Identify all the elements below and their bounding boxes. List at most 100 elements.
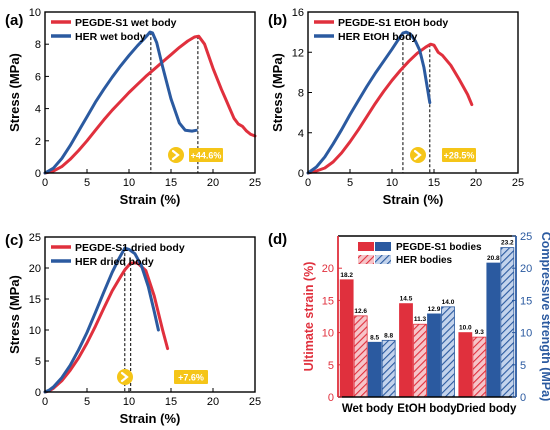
- y-tick-label: 8: [298, 88, 304, 100]
- x-tick-label: 0: [42, 396, 48, 408]
- bar-strength-her: [500, 247, 515, 398]
- bar-strength-pegde-s1: [486, 262, 501, 398]
- x-axis-label: Strain (%): [120, 192, 181, 207]
- panel-label: (d): [268, 231, 287, 248]
- x-tick-label: 25: [249, 177, 261, 189]
- x-tick-label: 20: [207, 396, 219, 408]
- y-tick-label: 10: [29, 325, 41, 337]
- improvement-badge: [442, 148, 476, 162]
- improvement-label: +44.6%: [191, 151, 222, 161]
- plot-frame: [44, 11, 256, 174]
- y-tick-label: 5: [328, 360, 334, 372]
- y-tick-label: 5: [35, 356, 41, 368]
- y-tick-label: 16: [292, 7, 304, 19]
- bar-strength-her: [381, 339, 396, 398]
- x-tick-label: 20: [207, 177, 219, 189]
- x-tick-label: 10: [123, 396, 135, 408]
- panel-label: (a): [5, 12, 23, 29]
- curve-red: [43, 261, 170, 394]
- bar-value-label: 23.2: [501, 240, 514, 247]
- improvement-label: +28.5%: [444, 151, 475, 161]
- bar-value-label: 18.2: [340, 272, 353, 279]
- y-tick-label: 20: [322, 263, 334, 275]
- y2-tick-label: 10: [520, 328, 532, 340]
- bar-strain-pegde-s1: [458, 332, 473, 398]
- legend-swatch-red-solid: [358, 242, 374, 251]
- legend-label: PEGDE-S1 EtOH body: [338, 17, 448, 29]
- category-label: Dried body: [456, 403, 517, 415]
- bar-value-label: 10.0: [459, 325, 472, 332]
- y2-tick-label: 20: [520, 263, 532, 275]
- y-tick-label: 12: [292, 47, 304, 59]
- legend-label: HER dried body: [75, 256, 154, 268]
- panel-a: 0 5 10 15 20 25 0 2 4 6 8 10 Strain (%) Stress (MPa) (…: [5, 7, 261, 207]
- bar-value-label: 14.5: [400, 296, 413, 303]
- bar-value-label: 9.3: [475, 329, 484, 336]
- arrow-badge-icon: [117, 369, 133, 385]
- bar-value-label: 12.9: [428, 306, 441, 313]
- panel-d: 18.2 12.6 8.5 8.8 Wet body 14.5 11.312.914.0 Et…: [268, 231, 550, 415]
- bar-value-label: 11.3: [414, 316, 427, 323]
- legend-label: HER bodies: [396, 255, 453, 266]
- bar-strain-pegde-s1: [399, 303, 413, 398]
- y-axis-label: Stress (MPa): [7, 53, 22, 132]
- curve-blue: [43, 246, 160, 394]
- y2-tick-label: 5: [520, 360, 526, 372]
- arrow-chevron-icon: [120, 371, 129, 383]
- y-axis-label: Ultimate strain (%): [302, 262, 316, 372]
- legend-label: PEGDE-S1 dried body: [75, 242, 185, 254]
- y-tick-label: 4: [35, 104, 41, 116]
- bar-value-label: 8.8: [384, 332, 393, 339]
- x-tick-label: 0: [305, 177, 311, 189]
- y-tick-label: 25: [29, 232, 41, 244]
- y-tick-label: 2: [35, 136, 41, 148]
- legend-swatch-red-hatched: [358, 255, 374, 264]
- legend-swatch-blue-hatched: [375, 255, 391, 264]
- bar-strain-pegde-s1: [339, 279, 354, 398]
- y2-tick-label: 0: [520, 392, 526, 404]
- y-tick-label: 0: [298, 168, 304, 180]
- legend-swatch-blue-solid: [375, 242, 391, 251]
- x-tick-label: 5: [84, 177, 90, 189]
- x-axis-label: Strain (%): [120, 411, 181, 426]
- y-tick-label: 15: [322, 295, 334, 307]
- bar-value-label: 8.5: [370, 334, 379, 341]
- x-tick-label: 5: [84, 396, 90, 408]
- arrow-badge-icon: [410, 147, 426, 163]
- legend-label: HER wet body: [75, 31, 146, 43]
- bar-strength-pegde-s1: [427, 313, 441, 398]
- bar-value-label: 14.0: [442, 299, 455, 306]
- x-tick-label: 10: [123, 177, 135, 189]
- y-tick-label: 10: [29, 7, 41, 19]
- category-label: EtOH body: [397, 403, 457, 415]
- bar-value-label: 20.8: [487, 255, 500, 262]
- x-tick-label: 5: [347, 177, 353, 189]
- panel-label: (b): [268, 12, 287, 29]
- y-tick-label: 15: [29, 294, 41, 306]
- bar-strength-pegde-s1: [367, 341, 382, 398]
- x-tick-label: 15: [165, 177, 177, 189]
- curve-blue: [43, 30, 198, 175]
- y-tick-label: 0: [35, 387, 41, 399]
- arrow-chevron-icon: [171, 149, 180, 161]
- x-axis-label: Strain (%): [383, 192, 444, 207]
- y2-tick-label: 15: [520, 295, 532, 307]
- bar-strength-her: [441, 306, 455, 398]
- category-label: Wet body: [342, 403, 394, 415]
- legend-label: PEGDE-S1 bodies: [396, 242, 482, 253]
- y-tick-label: 6: [35, 71, 41, 83]
- x-tick-label: 15: [428, 177, 440, 189]
- x-tick-label: 20: [470, 177, 482, 189]
- arrow-badge-icon: [168, 147, 184, 163]
- y-axis-label: Stress (MPa): [270, 53, 285, 132]
- x-tick-label: 0: [42, 177, 48, 189]
- y-tick-label: 0: [328, 392, 334, 404]
- y-tick-label: 0: [35, 168, 41, 180]
- bar-strain-her: [353, 315, 368, 398]
- panel-label: (c): [5, 232, 23, 249]
- bar-value-label: 12.6: [354, 308, 367, 315]
- x-tick-label: 25: [249, 396, 261, 408]
- legend-label: PEGDE-S1 wet body: [75, 17, 177, 29]
- plot-frame: [44, 236, 256, 393]
- x-tick-label: 25: [512, 177, 524, 189]
